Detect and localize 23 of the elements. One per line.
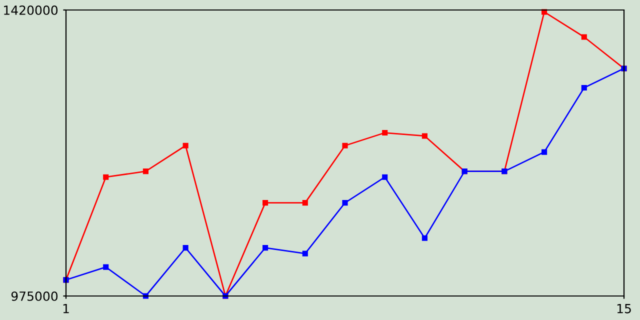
point: [262, 200, 268, 206]
point: [382, 174, 388, 180]
point: [182, 245, 188, 251]
point: [103, 174, 109, 180]
point: [342, 142, 348, 148]
point: [142, 168, 148, 174]
point: [581, 34, 587, 40]
point: [342, 200, 348, 206]
y-tick-label: 1420000: [4, 5, 58, 15]
point: [422, 133, 428, 139]
point: [142, 293, 148, 299]
x-tick-label: 1: [63, 304, 69, 314]
point: [382, 130, 388, 136]
point: [581, 84, 587, 91]
point: [542, 149, 548, 155]
point: [422, 235, 428, 241]
point: [302, 250, 308, 256]
point: [182, 142, 188, 148]
y-tick-label: 975000: [11, 291, 58, 301]
point: [262, 245, 268, 251]
x-tick-label: 15: [617, 304, 631, 314]
point: [103, 264, 109, 270]
point: [302, 200, 308, 206]
